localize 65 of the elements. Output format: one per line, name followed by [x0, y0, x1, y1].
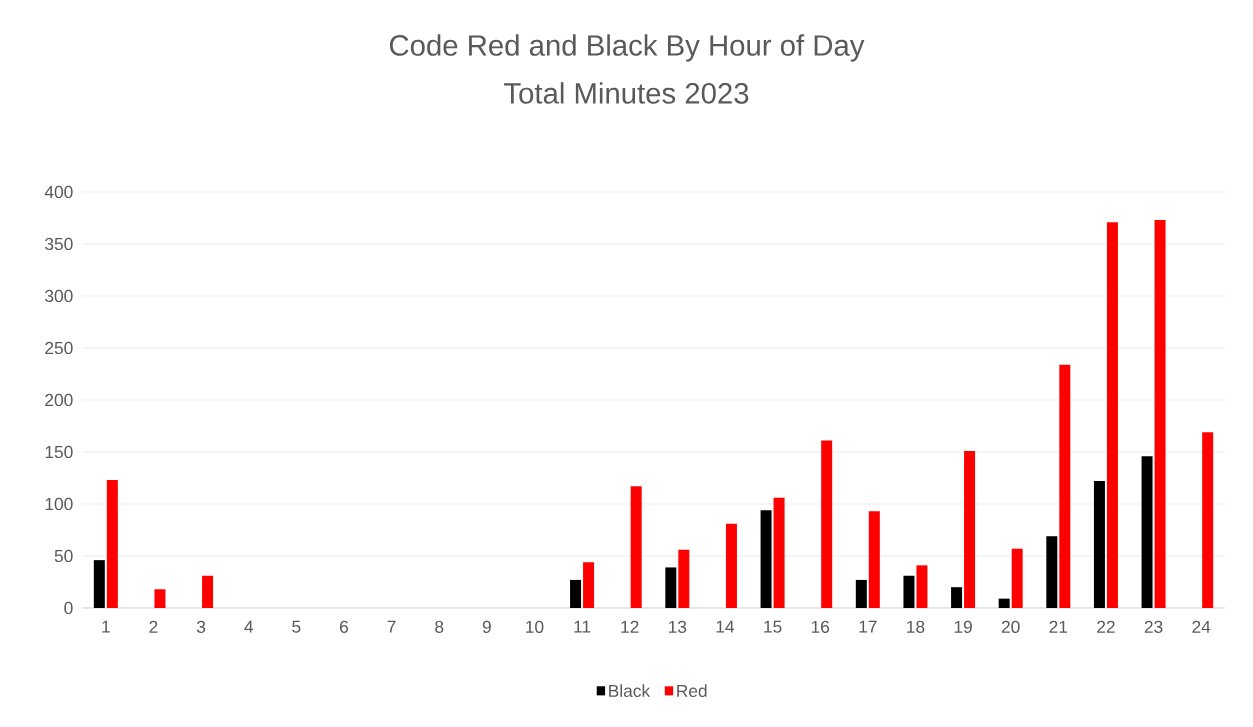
bar [93, 560, 105, 608]
bar [1141, 456, 1153, 608]
x-tick-label: 23 [1144, 620, 1163, 633]
y-tick-label: 100 [45, 497, 73, 511]
x-tick-label: 17 [859, 620, 877, 633]
x-tick-label: 5 [292, 620, 301, 633]
x-tick-label: 11 [574, 620, 591, 633]
bar [1046, 536, 1058, 608]
y-tick-label: 400 [44, 185, 73, 199]
x-tick-label: 4 [244, 620, 254, 633]
y-tick-label: 50 [54, 549, 73, 563]
x-tick-label: 15 [764, 620, 782, 633]
x-tick-label: 3 [196, 620, 206, 633]
x-tick-label: 7 [387, 620, 396, 633]
x-tick-label: 10 [526, 620, 544, 633]
y-tick-label: 350 [45, 237, 73, 251]
bar [916, 565, 928, 608]
x-tick-label: 14 [716, 620, 735, 633]
bar [903, 575, 915, 608]
bar [570, 579, 582, 608]
bar [1154, 220, 1166, 608]
bar [202, 575, 214, 608]
bar [964, 450, 976, 608]
bar [106, 480, 118, 608]
bar [1093, 481, 1105, 608]
bar [1106, 222, 1118, 608]
x-tick-label: 8 [435, 620, 444, 633]
x-tick-label: 19 [954, 620, 972, 633]
chart-subtitle: Total Minutes 2023 [504, 82, 749, 104]
bar [951, 587, 963, 608]
bar [583, 562, 595, 608]
x-tick-label: 22 [1097, 620, 1115, 633]
bar [773, 497, 785, 608]
x-tick-label: 9 [482, 620, 491, 633]
bar [868, 511, 880, 608]
x-tick-label: 6 [340, 620, 349, 633]
y-tick-label: 0 [64, 601, 73, 615]
bar [1011, 548, 1023, 608]
x-tick-label: 2 [149, 620, 158, 633]
y-tick-label: 300 [45, 289, 73, 303]
bar [998, 598, 1010, 608]
legend-label: Black [609, 684, 651, 698]
x-tick-label: 20 [1001, 620, 1020, 633]
legend-label: Red [677, 684, 707, 698]
bar [1059, 364, 1071, 608]
x-tick-label: 1 [102, 620, 110, 633]
bar [678, 549, 690, 608]
bar [760, 510, 772, 608]
bar [821, 440, 833, 608]
chart-title: Code Red and Black By Hour of Day [389, 34, 865, 62]
x-tick-label: 12 [621, 620, 639, 633]
x-tick-label: 13 [669, 620, 687, 633]
bar [154, 589, 166, 608]
x-tick-label: 16 [811, 620, 830, 633]
bar [855, 579, 867, 608]
bar [725, 523, 737, 608]
y-tick-label: 200 [45, 393, 73, 407]
x-tick-label: 21 [1049, 620, 1068, 633]
bar [630, 486, 642, 608]
x-tick-label: 18 [907, 620, 925, 633]
bar [665, 567, 677, 608]
y-tick-label: 150 [45, 445, 73, 459]
bar [1202, 432, 1214, 608]
y-tick-label: 250 [45, 341, 73, 355]
x-tick-label: 24 [1192, 620, 1211, 633]
